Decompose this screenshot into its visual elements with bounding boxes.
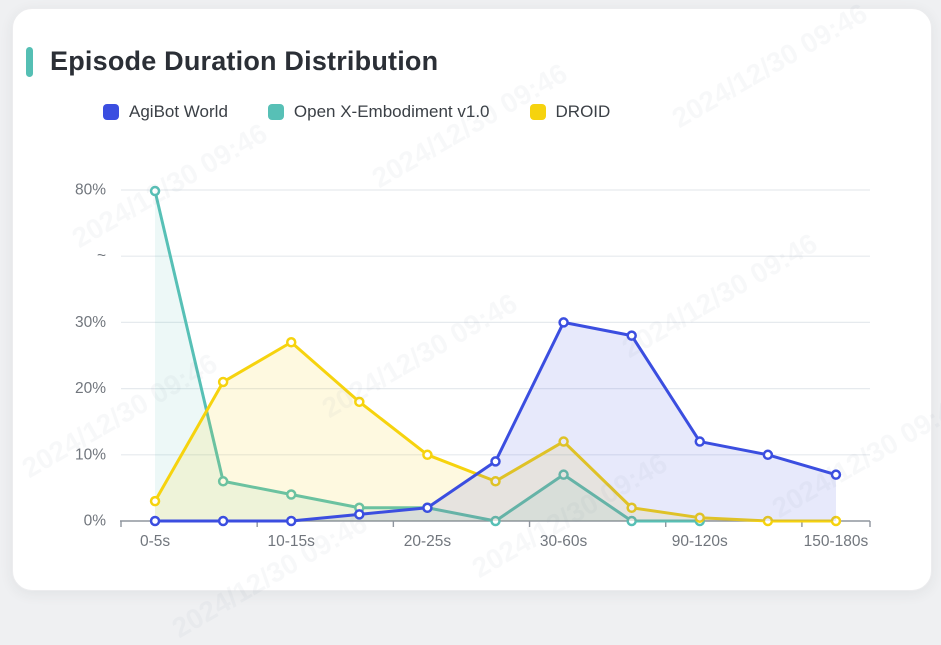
- x-axis-label: 10-15s: [268, 533, 316, 550]
- data-point-open-x-embodiment-v1-0: [490, 515, 501, 527]
- data-point-agibot-world: [217, 515, 229, 527]
- title-row: Episode Duration Distribution: [26, 46, 438, 77]
- data-point-droid: [149, 495, 161, 507]
- chart-legend: AgiBot World Open X-Embodiment v1.0 DROI…: [103, 102, 610, 122]
- legend-swatch-droid: [529, 104, 546, 120]
- y-axis-label: 10%: [75, 446, 106, 463]
- chart-card: [12, 8, 932, 591]
- data-point-droid: [422, 449, 433, 461]
- data-point-droid: [217, 376, 229, 388]
- data-point-agibot-world: [285, 515, 297, 527]
- data-point-open-x-embodiment-v1-0: [558, 469, 569, 480]
- x-axis-label: 0-5s: [140, 533, 170, 550]
- y-axis-label: 0%: [84, 513, 107, 530]
- dashboard-page: Episode Duration Distribution AgiBot Wor…: [12, 8, 932, 591]
- x-axis-label: 150-180s: [804, 533, 869, 550]
- data-point-droid: [694, 512, 706, 523]
- y-axis-label: 80%: [75, 182, 106, 199]
- data-point-droid: [490, 476, 501, 487]
- data-point-agibot-world: [762, 449, 774, 461]
- series-area-open-x-embodiment-v1-0: [155, 191, 700, 521]
- legend-item-agibot-world[interactable]: AgiBot World: [103, 102, 228, 122]
- chart-title: Episode Duration Distribution: [50, 46, 439, 76]
- x-axis-label: 30-60s: [540, 533, 588, 550]
- title-accent-bar: [26, 46, 33, 77]
- legend-item-open-x-embodiment[interactable]: Open X-Embodiment v1.0: [267, 102, 490, 122]
- data-point-agibot-world: [149, 515, 161, 527]
- series-area-agibot-world: [155, 322, 836, 521]
- data-point-droid: [830, 515, 842, 527]
- x-axis-label: 20-25s: [404, 533, 452, 550]
- data-point-agibot-world: [830, 469, 842, 480]
- legend-label-agibot-world: AgiBot World: [129, 102, 228, 121]
- data-point-droid: [626, 502, 637, 514]
- data-point-agibot-world: [558, 317, 569, 328]
- data-point-droid: [354, 396, 365, 408]
- data-point-agibot-world: [422, 502, 433, 514]
- legend-item-droid[interactable]: DROID: [529, 102, 611, 122]
- data-point-open-x-embodiment-v1-0: [217, 476, 229, 487]
- y-axis-label: 30%: [75, 314, 106, 331]
- data-point-open-x-embodiment-v1-0: [149, 185, 161, 197]
- data-point-agibot-world: [490, 456, 501, 467]
- legend-label-open-x-embodiment: Open X-Embodiment v1.0: [293, 102, 490, 121]
- data-point-droid: [558, 436, 569, 447]
- data-point-agibot-world: [626, 330, 637, 341]
- legend-swatch-agibot-world: [103, 104, 119, 120]
- series-area-droid: [155, 342, 836, 521]
- data-point-droid: [285, 337, 297, 348]
- data-point-agibot-world: [694, 436, 706, 447]
- legend-label-droid: DROID: [555, 102, 611, 121]
- data-point-open-x-embodiment-v1-0: [626, 515, 637, 527]
- legend-swatch-open-x-embodiment: [267, 104, 284, 120]
- chart-canvas: 0% 10% 20% 30% ~80% 0-5s 10-15s 20-25s 30-60s 90-…: [75, 182, 871, 550]
- x-axis-label: 90-120s: [672, 533, 728, 550]
- y-axis-label: 20%: [75, 380, 106, 397]
- y-axis-label: ~: [97, 248, 106, 265]
- data-point-open-x-embodiment-v1-0: [285, 489, 297, 500]
- data-point-agibot-world: [354, 509, 365, 520]
- data-point-droid: [762, 515, 774, 527]
